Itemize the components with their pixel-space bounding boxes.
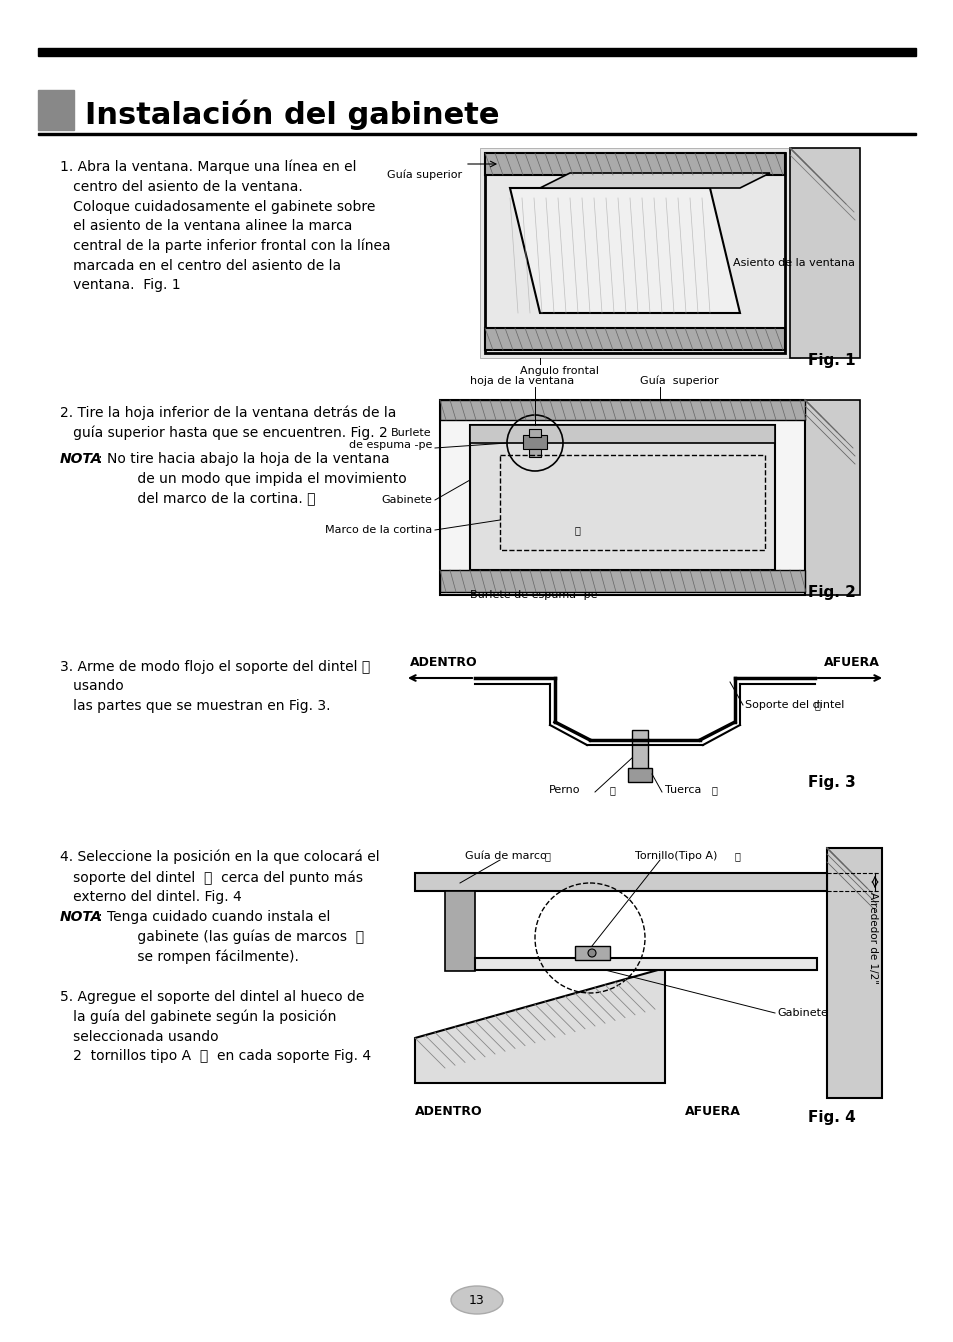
Text: Ⓢ: Ⓢ <box>575 525 580 535</box>
Text: Guía superior: Guía superior <box>387 170 461 181</box>
Bar <box>529 429 540 437</box>
Text: : No tire hacia abajo la hoja de la ventana
         de un modo que impida el mo: : No tire hacia abajo la hoja de la vent… <box>98 452 406 505</box>
Text: Marco de la cortina: Marco de la cortina <box>324 525 432 535</box>
Text: Soporte del dintel: Soporte del dintel <box>744 701 843 710</box>
Bar <box>804 400 859 595</box>
Text: ⓐ: ⓐ <box>734 851 740 862</box>
Polygon shape <box>415 968 664 1083</box>
Text: 1. Abra la ventana. Marque una línea en el
   centro del asiento de la ventana.
: 1. Abra la ventana. Marque una línea en … <box>60 160 390 293</box>
Bar <box>522 435 546 450</box>
Text: 13: 13 <box>469 1294 484 1307</box>
Bar <box>479 148 800 358</box>
Text: ADENTRO: ADENTRO <box>415 1104 482 1118</box>
Bar <box>575 946 609 960</box>
Text: Burlete: Burlete <box>391 428 432 437</box>
Bar <box>38 48 915 56</box>
Text: Asiento de la ventana: Asiento de la ventana <box>732 258 854 268</box>
Text: ⓕ: ⓕ <box>814 701 820 710</box>
Text: Burlete de espuma -pe: Burlete de espuma -pe <box>470 590 597 600</box>
Text: Gabinete: Gabinete <box>776 1008 827 1019</box>
Bar <box>484 153 784 353</box>
Text: Fig. 3: Fig. 3 <box>807 774 855 790</box>
Bar <box>826 848 882 1098</box>
Text: 4. Seleccione la posición en la que colocará el
   soporte del dintel  ⓕ  cerca : 4. Seleccione la posición en la que colo… <box>60 849 379 905</box>
Text: NOTA: NOTA <box>60 452 102 466</box>
Bar <box>475 958 816 970</box>
Text: ⓑ: ⓑ <box>609 785 616 794</box>
Text: Fig. 4: Fig. 4 <box>807 1110 855 1125</box>
Bar <box>631 730 647 739</box>
Text: Tornillo(Tipo A): Tornillo(Tipo A) <box>635 851 717 862</box>
Bar <box>470 425 774 570</box>
Bar <box>627 768 651 782</box>
Bar <box>499 455 764 550</box>
Text: 3. Arme de modo flojo el soporte del dintel ⓕ
   usando
   las partes que se mue: 3. Arme de modo flojo el soporte del din… <box>60 660 370 713</box>
Text: AFUERA: AFUERA <box>684 1104 740 1118</box>
Text: Angulo frontal: Angulo frontal <box>519 366 598 376</box>
Text: Instalación del gabinete: Instalación del gabinete <box>85 99 499 130</box>
Bar <box>415 874 826 891</box>
Bar <box>529 450 540 458</box>
Bar <box>439 400 804 420</box>
Polygon shape <box>510 188 740 313</box>
Text: Gabinete: Gabinete <box>381 495 432 505</box>
Bar <box>484 327 784 350</box>
Text: AFUERA: AFUERA <box>823 655 879 668</box>
Text: NOTA: NOTA <box>60 910 102 925</box>
Bar <box>38 133 915 136</box>
Bar <box>444 891 475 972</box>
Circle shape <box>587 949 596 957</box>
Text: Guía de marco: Guía de marco <box>464 851 546 862</box>
Bar <box>631 738 647 773</box>
Polygon shape <box>539 173 769 188</box>
Bar <box>484 153 784 174</box>
Text: 2. Tire la hoja inferior de la ventana detrás de la
   guía superior hasta que s: 2. Tire la hoja inferior de la ventana d… <box>60 405 395 440</box>
Text: ⓘ: ⓘ <box>544 851 550 862</box>
Text: ⓐ: ⓐ <box>711 785 717 794</box>
Text: Perno: Perno <box>548 785 579 794</box>
Bar <box>439 400 804 595</box>
Text: Fig. 2: Fig. 2 <box>807 585 855 600</box>
Text: 5. Agregue el soporte del dintel al hueco de
   la guía del gabinete según la po: 5. Agregue el soporte del dintel al huec… <box>60 990 371 1063</box>
Text: hoja de la ventana: hoja de la ventana <box>470 376 574 386</box>
Text: : Tenga cuidado cuando instala el
         gabinete (las guías de marcos  ⓘ
    : : Tenga cuidado cuando instala el gabine… <box>98 910 364 965</box>
Text: ADENTRO: ADENTRO <box>410 655 477 668</box>
Bar <box>439 570 804 592</box>
Text: Guía  superior: Guía superior <box>639 376 718 386</box>
Ellipse shape <box>451 1286 502 1314</box>
Text: de espuma -pe: de espuma -pe <box>348 440 432 450</box>
Bar <box>38 90 74 130</box>
Text: Fig. 1: Fig. 1 <box>807 353 855 368</box>
Bar <box>789 148 859 358</box>
Bar <box>470 425 774 443</box>
Text: Tuerca: Tuerca <box>664 785 700 794</box>
Text: Alrededor de 1/2": Alrededor de 1/2" <box>867 892 877 984</box>
